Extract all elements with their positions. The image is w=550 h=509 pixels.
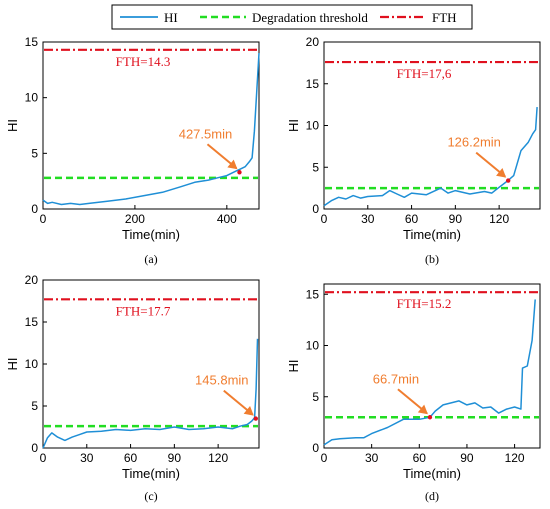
panel-d-xtick-label: 0 [321, 451, 328, 465]
panel-b-hi-series [323, 107, 538, 207]
panel-b-xtick-label: 0 [321, 212, 328, 226]
panel-a-ytick-label: 10 [25, 91, 39, 105]
panel-d-fth-point [427, 415, 433, 420]
panel-a-xtick-label: 0 [40, 212, 47, 226]
panel-a-annotation-arrowhead [227, 159, 238, 170]
panel-b-xtick-label: 120 [489, 212, 509, 226]
panel-b-caption: (b) [425, 252, 439, 266]
panel-d-ytick-label: 15 [306, 287, 320, 301]
panel-b-fth-point [505, 178, 511, 183]
panel-c-ytick-label: 0 [31, 441, 38, 455]
legend: HI Degradation threshold FTH [111, 4, 473, 30]
panel-c-xtick-label: 60 [124, 451, 138, 465]
panel-a-fth-label: FTH=14.3 [116, 54, 171, 69]
panel-a-chart: 0 200 400 0 5 10 15 Time(min) HI (a) FTH=14.3 427.5… [5, 35, 260, 266]
legend-threshold-label: Degradation threshold [252, 10, 368, 25]
panel-d-xlabel: Time(min) [403, 466, 461, 481]
panel-c-xtick-label: 120 [208, 451, 228, 465]
panel-a-annotation-label: 427.5min [179, 126, 232, 141]
panel-b-ylabel: HI [286, 119, 301, 132]
panel-a-xlabel: Time(min) [122, 227, 180, 242]
panel-c-chart: 0 30 60 90 120 0 5 10 15 20 Time(min) HI (c) FTH=17.7… [5, 273, 260, 503]
panel-b-ytick-label: 20 [306, 35, 320, 49]
panel-a-ytick-label: 0 [31, 202, 38, 216]
panel-b-ytick-label: 5 [312, 160, 319, 174]
panel-d-xtick-label: 30 [365, 451, 379, 465]
panel-c-ytick-label: 15 [25, 315, 39, 329]
panel-d-xtick-label: 120 [505, 451, 525, 465]
panel-c-annotation-label: 145.8min [195, 373, 248, 388]
panel-b-xtick-label: 90 [449, 212, 463, 226]
panel-d-xtick-label: 60 [413, 451, 427, 465]
panel-d-ytick-label: 10 [306, 339, 320, 353]
panel-c-ytick-label: 20 [25, 273, 39, 287]
panel-c-xtick-label: 30 [80, 451, 94, 465]
panel-b-xtick-label: 60 [405, 212, 419, 226]
panel-d-fth-label: FTH=15.2 [397, 296, 452, 311]
panel-d-frame [323, 283, 541, 449]
panel-d-hi-series [323, 299, 536, 446]
panel-c-hi-series [42, 338, 259, 449]
panel-b-ytick-label: 10 [306, 119, 320, 133]
panel-c-xtick-label: 90 [168, 451, 182, 465]
panel-a-caption: (a) [144, 252, 157, 266]
panel-d-ylabel: HI [286, 360, 301, 373]
panel-c-ytick-label: 5 [31, 399, 38, 413]
panel-d-caption: (d) [425, 489, 439, 503]
panel-a-ylabel: HI [5, 119, 20, 132]
panel-b-chart: 0 30 60 90 120 0 5 10 15 20 Time(min) HI (b) FTH=17,6… [286, 35, 541, 266]
panel-d-annotation-label: 66.7min [373, 371, 419, 386]
panel-c-ytick-label: 10 [25, 357, 39, 371]
panel-c-fth-point [253, 416, 258, 421]
legend-box [111, 4, 473, 30]
legend-hi-label: HI [164, 10, 178, 25]
panel-a-ytick-label: 5 [31, 146, 38, 160]
panel-a-hi-series [42, 53, 260, 206]
panel-c-ylabel: HI [5, 358, 20, 371]
panel-b-xtick-label: 30 [361, 212, 375, 226]
panel-a-fth-point [237, 170, 242, 175]
panel-a-frame [42, 41, 260, 210]
panel-d-xtick-label: 90 [460, 451, 474, 465]
panel-c-annotation-arrowhead [243, 406, 254, 416]
panel-d-ytick-label: 0 [312, 441, 319, 455]
panel-c-caption: (c) [144, 489, 157, 503]
panel-b-fth-label: FTH=17,6 [397, 66, 452, 81]
panel-a-xtick-label: 200 [125, 212, 145, 226]
panel-d-chart: 0 30 60 90 120 0 5 10 15 Time(min) HI (d) FTH=15.2 66… [286, 283, 541, 503]
panel-c-xlabel: Time(min) [122, 466, 180, 481]
legend-fth-label: FTH [432, 10, 457, 25]
panel-d-ytick-label: 5 [312, 390, 319, 404]
panel-a-ytick-label: 15 [25, 35, 39, 49]
panel-b-xlabel: Time(min) [403, 227, 461, 242]
panel-b-ytick-label: 15 [306, 77, 320, 91]
panel-b-annotation-arrowhead [496, 168, 507, 178]
panel-a-xtick-label: 400 [217, 212, 237, 226]
panel-c-xtick-label: 0 [40, 451, 47, 465]
panel-b-ytick-label: 0 [312, 202, 319, 216]
panel-d-annotation-arrowhead [417, 404, 428, 415]
panel-b-annotation-label: 126.2min [447, 135, 500, 150]
panel-c-fth-label: FTH=17.7 [116, 303, 171, 318]
